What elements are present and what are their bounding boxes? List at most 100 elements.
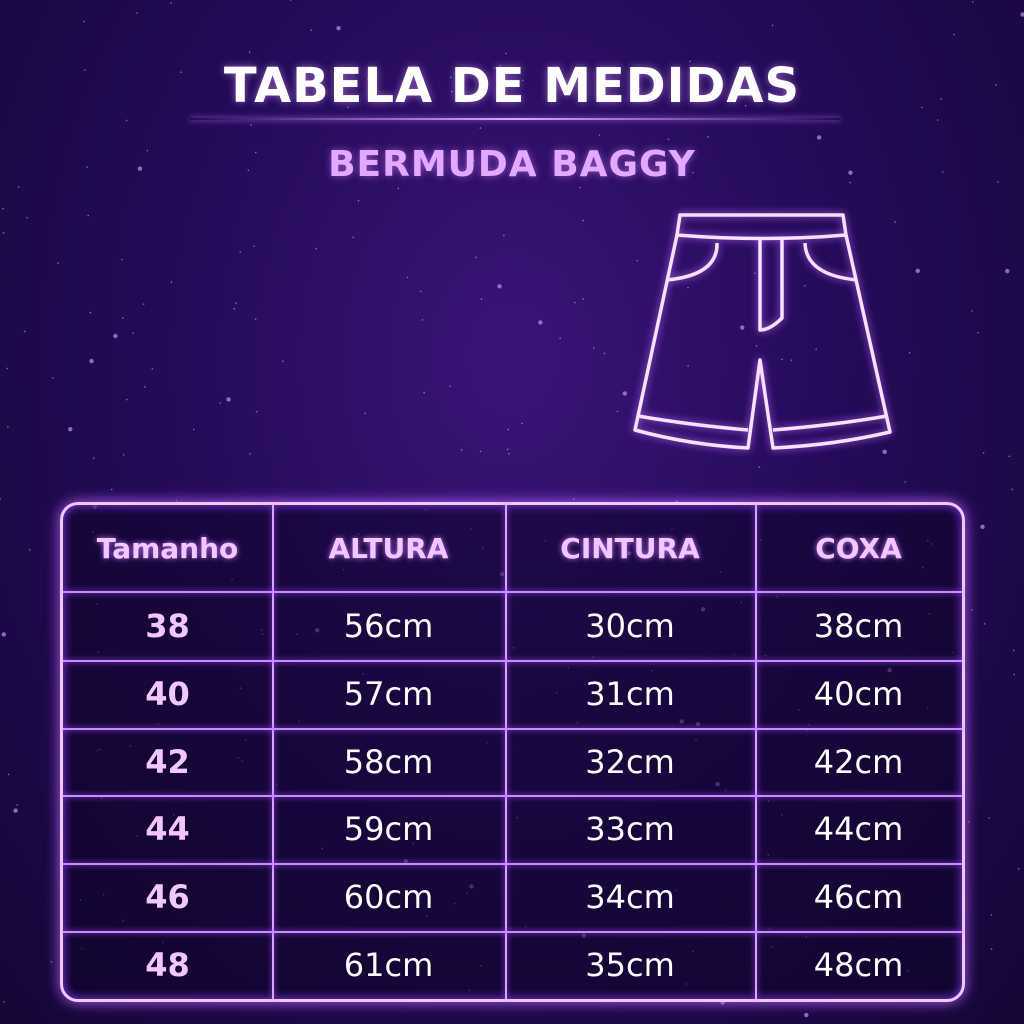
- star: [357, 199, 360, 202]
- star: [121, 317, 124, 319]
- row-divider: [63, 931, 962, 933]
- star: [170, 281, 173, 284]
- measure-cell: 59cm: [343, 810, 434, 848]
- star: [603, 352, 606, 355]
- star: [89, 358, 94, 364]
- star: [57, 262, 59, 264]
- star: [250, 124, 253, 126]
- star: [990, 914, 993, 916]
- star: [235, 302, 237, 304]
- star: [894, 221, 896, 223]
- star: [239, 251, 242, 254]
- star: [970, 609, 973, 611]
- star: [689, 60, 691, 63]
- star: [6, 367, 8, 370]
- star: [86, 166, 88, 168]
- star: [687, 286, 689, 289]
- size-cell: 46: [145, 878, 190, 916]
- star: [904, 481, 907, 483]
- size-cell: 42: [145, 742, 190, 781]
- star: [126, 398, 128, 401]
- column-header: CINTURA: [560, 531, 700, 565]
- star: [458, 90, 464, 95]
- star: [82, 20, 85, 23]
- star: [249, 453, 251, 455]
- star: [248, 51, 251, 54]
- star: [995, 84, 997, 86]
- star: [170, 2, 172, 4]
- star: [574, 301, 576, 304]
- star: [110, 488, 113, 491]
- star: [505, 52, 507, 55]
- star: [406, 276, 409, 279]
- star: [137, 166, 143, 171]
- star: [16, 804, 18, 806]
- star: [226, 397, 231, 402]
- star: [988, 817, 990, 819]
- star: [582, 298, 584, 300]
- star: [144, 386, 146, 388]
- star: [146, 149, 149, 152]
- star: [151, 368, 154, 370]
- star: [289, 0, 292, 1]
- star: [598, 134, 601, 136]
- star: [744, 104, 747, 107]
- star: [2, 232, 5, 234]
- star: [310, 29, 313, 32]
- measure-cell: 38cm: [813, 606, 904, 645]
- star: [667, 138, 670, 141]
- star: [579, 186, 581, 189]
- star: [790, 359, 793, 361]
- star: [92, 457, 95, 459]
- column-header: COXA: [815, 531, 902, 565]
- shorts-icon: [633, 213, 892, 450]
- column-header: ALTURA: [328, 531, 449, 565]
- star: [419, 290, 422, 293]
- measure-cell: 58cm: [343, 742, 434, 781]
- star: [882, 449, 887, 455]
- measure-cell: 44cm: [813, 810, 904, 848]
- star: [84, 69, 86, 71]
- star: [771, 24, 774, 27]
- star: [977, 331, 979, 334]
- star: [692, 171, 694, 174]
- star: [921, 106, 923, 109]
- star: [450, 90, 453, 93]
- column-divider: [272, 505, 274, 999]
- column-divider: [505, 505, 507, 999]
- row-divider: [63, 591, 962, 593]
- star: [616, 410, 619, 413]
- measure-cell: 61cm: [343, 946, 434, 984]
- measure-cell: 31cm: [585, 675, 675, 713]
- star: [953, 33, 955, 36]
- star: [967, 821, 970, 823]
- star: [815, 348, 817, 351]
- star: [142, 303, 145, 305]
- size-cell: 44: [145, 810, 190, 848]
- star: [592, 347, 595, 349]
- star: [7, 426, 9, 428]
- measure-cell: 35cm: [585, 946, 675, 984]
- star: [52, 377, 54, 379]
- measure-cell: 32cm: [585, 742, 675, 781]
- star: [89, 311, 92, 314]
- star: [755, 345, 758, 347]
- star: [506, 448, 509, 451]
- star: [68, 426, 73, 432]
- star: [480, 298, 483, 300]
- star: [1013, 673, 1016, 676]
- star: [253, 245, 255, 248]
- size-cell: 48: [145, 946, 190, 984]
- star: [758, 466, 761, 468]
- star: [352, 236, 355, 239]
- star: [1, 632, 6, 637]
- star: [636, 259, 639, 262]
- measure-cell: 60cm: [343, 878, 434, 916]
- star: [136, 12, 138, 14]
- star: [125, 119, 128, 122]
- star: [28, 548, 31, 551]
- star: [475, 256, 477, 259]
- star: [848, 170, 853, 175]
- column-header: Tamanho: [96, 531, 239, 565]
- column-divider: [755, 505, 757, 999]
